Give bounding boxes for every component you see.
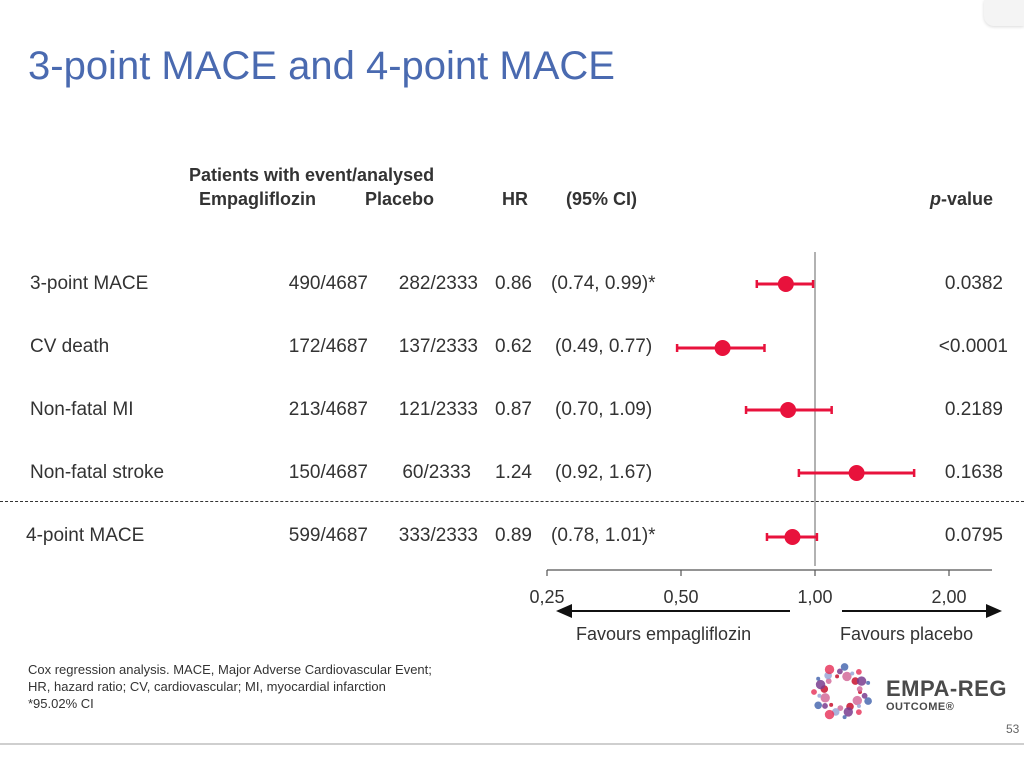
footnote-line: *95.02% CI bbox=[28, 696, 94, 711]
p-value: <0.0001 bbox=[938, 336, 1008, 357]
footnotes: Cox regression analysis. MACE, Major Adv… bbox=[28, 661, 432, 712]
logo-dot bbox=[852, 695, 863, 706]
empa-reg-logo: EMPA-REG OUTCOME® bbox=[806, 660, 1006, 724]
placebo-count: 333/2333 bbox=[398, 525, 478, 546]
row-label: Non-fatal MI bbox=[30, 399, 134, 420]
hazard-ratio: 1.24 bbox=[495, 462, 532, 483]
p-value: 0.1638 bbox=[944, 462, 1003, 483]
confidence-interval: (0.78, 1.01)* bbox=[551, 525, 656, 546]
p-value: 0.2189 bbox=[944, 399, 1003, 420]
hr-point bbox=[714, 340, 731, 356]
logo-dot bbox=[840, 663, 849, 671]
x-axis-ticks: 0,25 0,50 1,00 2,00 bbox=[529, 570, 967, 607]
empagliflozin-count: 490/4687 bbox=[288, 273, 368, 294]
ci-bars bbox=[675, 276, 916, 545]
logo-dot bbox=[825, 678, 832, 684]
confidence-interval: (0.74, 0.99)* bbox=[551, 273, 656, 294]
confidence-interval: (0.92, 1.67) bbox=[555, 462, 653, 483]
forest-plot: 0,25 0,50 1,00 2,00 bbox=[529, 252, 1002, 618]
row-label: 4-point MACE bbox=[26, 525, 145, 546]
logo-dot bbox=[837, 705, 844, 712]
header-patients: Patients with event/analysed bbox=[189, 165, 435, 185]
logo-dot bbox=[856, 703, 861, 708]
logo-dot bbox=[814, 701, 822, 710]
header-p-value: p-value bbox=[930, 189, 993, 210]
logo-dot bbox=[843, 707, 853, 717]
logo-dot bbox=[820, 693, 830, 703]
logo-dot bbox=[824, 664, 835, 675]
x-axis: 0,25 0,50 1,00 2,00 bbox=[529, 569, 992, 607]
placebo-count: 137/2333 bbox=[398, 336, 478, 357]
hazard-ratio: 0.86 bbox=[495, 273, 532, 294]
hazard-ratio: 0.87 bbox=[495, 399, 532, 420]
header-p-italic: p bbox=[930, 189, 941, 209]
logo-dot bbox=[856, 676, 867, 686]
logo-dot bbox=[842, 671, 852, 682]
confidence-interval: (0.70, 1.09) bbox=[555, 399, 653, 420]
logo-dot bbox=[866, 680, 871, 685]
hr-point bbox=[848, 465, 865, 481]
placebo-count: 60/2333 bbox=[402, 462, 471, 483]
logo-dot bbox=[829, 702, 834, 707]
favours-empagliflozin: Favours empagliflozin bbox=[576, 624, 752, 644]
logo-dot bbox=[816, 676, 821, 681]
logo-dot bbox=[817, 693, 822, 698]
x-tick-label: 0,50 bbox=[663, 587, 698, 607]
logo-dot bbox=[855, 709, 862, 716]
logo-dots-icon bbox=[811, 663, 872, 720]
hazard-ratio: 0.62 bbox=[495, 336, 532, 357]
hr-point bbox=[780, 402, 797, 418]
logo-dot bbox=[815, 679, 826, 690]
row-label: 3-point MACE bbox=[30, 273, 149, 294]
x-tick-label: 0,25 bbox=[529, 587, 564, 607]
placebo-count: 282/2333 bbox=[398, 273, 478, 294]
logo-dot bbox=[836, 668, 843, 675]
logo-dot bbox=[824, 709, 835, 720]
arrow-left-head bbox=[556, 604, 572, 618]
favours-arrows bbox=[556, 604, 1002, 618]
bottom-rule bbox=[0, 743, 1024, 745]
logo-title: EMPA-REG bbox=[886, 676, 1007, 701]
placebo-count: 121/2333 bbox=[398, 399, 478, 420]
top-right-tab bbox=[984, 0, 1024, 26]
confidence-interval: (0.49, 0.77) bbox=[555, 336, 653, 357]
dashed-separator bbox=[0, 501, 1024, 502]
footnote-line: HR, hazard ratio; CV, cardiovascular; MI… bbox=[28, 679, 386, 694]
header-empagliflozin: Empagliflozin bbox=[199, 189, 316, 209]
logo-dot bbox=[842, 715, 847, 720]
logo-dot bbox=[864, 697, 872, 705]
p-value: 0.0795 bbox=[944, 525, 1003, 546]
empagliflozin-count: 599/4687 bbox=[288, 525, 368, 546]
header-hr: HR bbox=[502, 189, 528, 209]
row-label: Non-fatal stroke bbox=[30, 462, 165, 483]
header-p-rest: -value bbox=[941, 189, 994, 209]
footnote-line: Cox regression analysis. MACE, Major Adv… bbox=[28, 662, 432, 677]
page-number: 53 bbox=[1006, 722, 1020, 736]
header-ci: (95% CI) bbox=[566, 189, 638, 209]
logo-dot bbox=[856, 686, 863, 692]
x-tick-label: 2,00 bbox=[931, 587, 966, 607]
row-label: CV death bbox=[30, 336, 110, 357]
logo-dot bbox=[850, 671, 855, 676]
p-value: 0.0382 bbox=[944, 273, 1003, 294]
empagliflozin-count: 213/4687 bbox=[288, 399, 368, 420]
hazard-ratio: 0.89 bbox=[495, 525, 532, 546]
hr-point bbox=[784, 529, 801, 545]
logo-dot bbox=[811, 689, 817, 695]
logo-dot bbox=[851, 677, 860, 685]
empagliflozin-count: 172/4687 bbox=[288, 336, 368, 357]
empagliflozin-count: 150/4687 bbox=[288, 462, 368, 483]
slide-title: 3-point MACE and 4-point MACE bbox=[28, 44, 615, 88]
logo-subtitle: OUTCOME® bbox=[886, 701, 955, 713]
x-tick-label: 1,00 bbox=[797, 587, 832, 607]
logo-dot bbox=[822, 703, 828, 709]
logo-dot bbox=[835, 674, 840, 679]
favours-placebo: Favours placebo bbox=[840, 624, 974, 644]
logo-dot bbox=[861, 692, 868, 699]
arrow-right-head bbox=[986, 604, 1002, 618]
hr-point bbox=[777, 276, 794, 292]
logo-dot bbox=[855, 668, 862, 675]
header-placebo: Placebo bbox=[365, 189, 435, 209]
